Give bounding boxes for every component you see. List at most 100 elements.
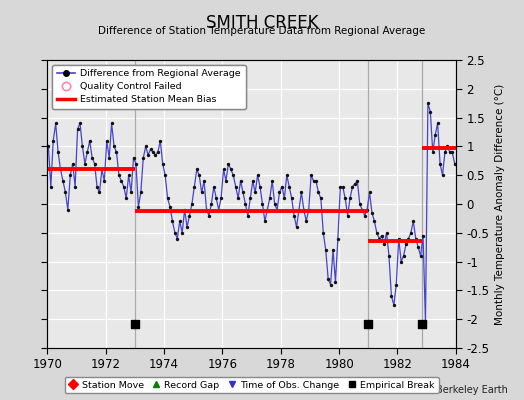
Point — [431, 132, 440, 138]
Point — [239, 189, 247, 196]
Point — [346, 195, 354, 202]
Point — [443, 143, 452, 150]
Point — [365, 189, 374, 196]
Point — [404, 235, 412, 242]
Point — [105, 155, 113, 161]
Point — [322, 247, 330, 253]
Point — [280, 195, 289, 202]
Point — [193, 166, 201, 173]
Point — [81, 160, 89, 167]
Point — [110, 143, 118, 150]
Point — [312, 178, 320, 184]
Point — [424, 100, 432, 106]
Point — [445, 149, 454, 155]
Point — [154, 149, 162, 155]
Point — [358, 206, 366, 213]
Point — [448, 149, 456, 155]
Point — [419, 232, 427, 239]
Point — [363, 206, 372, 213]
Point — [224, 160, 233, 167]
Point — [383, 230, 391, 236]
Point — [297, 189, 305, 196]
Legend: Difference from Regional Average, Quality Control Failed, Estimated Station Mean: Difference from Regional Average, Qualit… — [52, 65, 246, 109]
Point — [429, 149, 437, 155]
Point — [364, 321, 373, 327]
Point — [222, 178, 230, 184]
Point — [144, 152, 152, 158]
Point — [205, 212, 213, 219]
Point — [54, 149, 62, 155]
Point — [163, 195, 172, 202]
Point — [119, 184, 128, 190]
Point — [451, 160, 459, 167]
Point — [387, 293, 396, 299]
Point — [341, 195, 350, 202]
Point — [76, 120, 84, 126]
Point — [385, 253, 393, 259]
Point — [51, 120, 60, 126]
Point — [44, 143, 52, 150]
Point — [421, 319, 430, 325]
Point — [278, 184, 286, 190]
Point — [288, 195, 296, 202]
Point — [356, 201, 364, 207]
Point — [198, 189, 206, 196]
Point — [331, 278, 340, 285]
Point — [202, 206, 211, 213]
Point — [207, 201, 215, 207]
Point — [343, 212, 352, 219]
Point — [244, 212, 252, 219]
Point — [103, 138, 111, 144]
Point — [246, 195, 255, 202]
Point — [95, 189, 104, 196]
Point — [127, 189, 135, 196]
Point — [125, 172, 133, 178]
Point — [373, 230, 381, 236]
Point — [227, 166, 235, 173]
Point — [407, 230, 415, 236]
Point — [146, 146, 155, 152]
Point — [132, 160, 140, 167]
Point — [300, 206, 308, 213]
Point — [173, 235, 181, 242]
Point — [417, 253, 425, 259]
Point — [285, 184, 293, 190]
Point — [176, 218, 184, 224]
Point — [368, 210, 376, 216]
Point — [214, 206, 223, 213]
Text: SMITH CREEK: SMITH CREEK — [206, 14, 318, 32]
Point — [295, 206, 303, 213]
Point — [112, 149, 121, 155]
Point — [292, 224, 301, 230]
Point — [183, 224, 191, 230]
Point — [339, 184, 347, 190]
Point — [188, 201, 196, 207]
Point — [275, 189, 283, 196]
Point — [258, 201, 267, 207]
Point — [130, 321, 139, 327]
Point — [377, 232, 386, 239]
Point — [397, 258, 406, 265]
Point — [71, 184, 79, 190]
Point — [324, 276, 332, 282]
Point — [129, 155, 138, 161]
Point — [236, 178, 245, 184]
Point — [326, 282, 335, 288]
Point — [304, 206, 313, 213]
Text: Difference of Station Temperature Data from Regional Average: Difference of Station Temperature Data f… — [99, 26, 425, 36]
Point — [426, 109, 434, 115]
Point — [59, 178, 67, 184]
Point — [85, 138, 94, 144]
Point — [395, 235, 403, 242]
Point — [314, 189, 323, 196]
Point — [200, 178, 208, 184]
Point — [399, 253, 408, 259]
Point — [414, 244, 422, 250]
Point — [390, 302, 398, 308]
Point — [353, 178, 362, 184]
Point — [251, 189, 259, 196]
Point — [100, 178, 108, 184]
Point — [83, 149, 92, 155]
Point — [93, 184, 101, 190]
Point — [402, 241, 410, 248]
